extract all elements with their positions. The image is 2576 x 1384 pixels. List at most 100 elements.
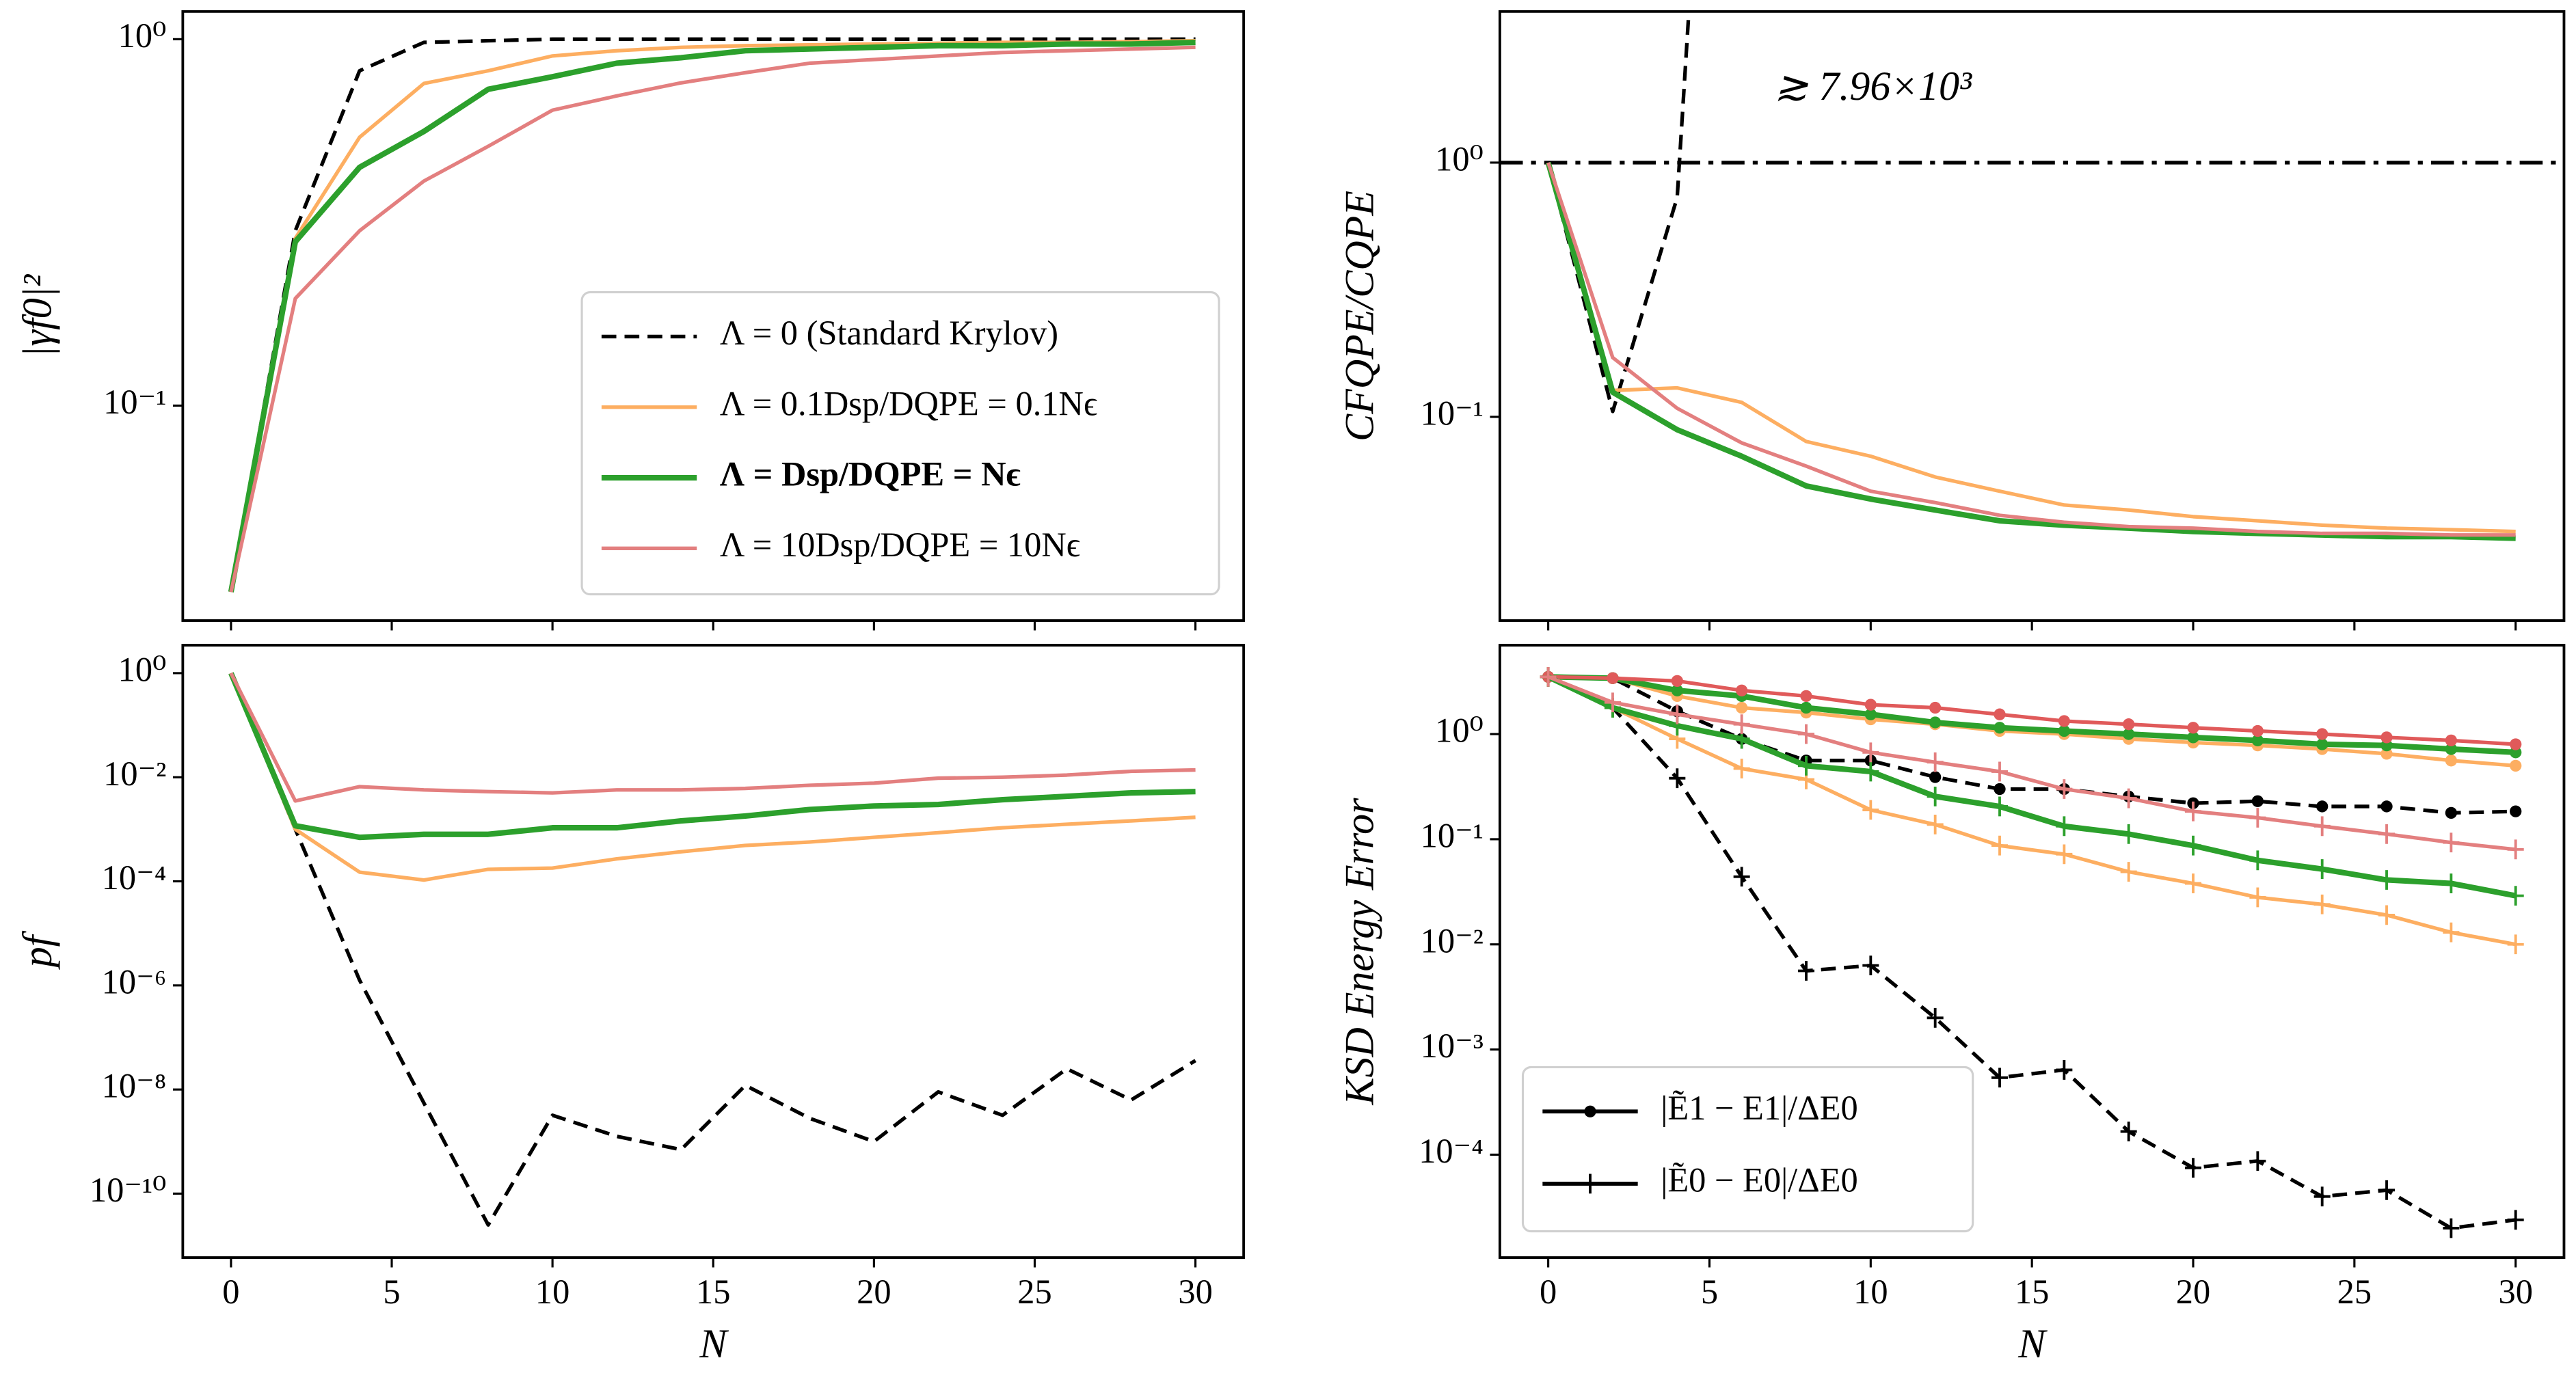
point-marker [2378, 905, 2396, 925]
point-marker [1800, 690, 1812, 703]
point-marker [1927, 786, 1944, 806]
point-marker [1927, 814, 1944, 835]
point-marker [2184, 801, 2202, 822]
legend-box [580, 291, 1220, 596]
y-tick-label: 10⁻¹⁰ [90, 1171, 166, 1209]
axes-frame [1498, 10, 2566, 622]
point-marker [1671, 684, 1683, 696]
x-tick-label: 20 [2176, 1273, 2210, 1311]
point-marker [2056, 844, 2073, 865]
x-tick-label: 15 [696, 1273, 730, 1311]
point-marker [1862, 742, 1879, 763]
x-tick-label: 25 [1017, 1273, 1051, 1311]
point-marker [2316, 738, 2329, 750]
point-marker [2249, 808, 2266, 828]
x-tick-label: 10 [1853, 1273, 1888, 1311]
point-marker [2378, 1180, 2396, 1200]
point-marker [2443, 832, 2460, 853]
legend: Λ = 0 (Standard Krylov) Λ = 0.1Dsp/DQPE =… [580, 291, 1220, 596]
y-tick-label: 10⁻² [1421, 921, 1484, 960]
point-marker [1671, 675, 1683, 687]
data-line [1547, 675, 2517, 947]
y-tick-label: 10⁻⁶ [102, 962, 167, 1001]
x-tick-label: 10 [535, 1273, 569, 1311]
panel: 10⁰ 10⁻² 10⁻⁴ 10⁻⁶ 10⁻⁸ 10⁻¹⁰ 0 5 10 15 20 25 30 Npf [14, 644, 1246, 1366]
data-line [1546, 162, 2516, 537]
plot-area [1499, 11, 2564, 541]
point-marker [1735, 701, 1748, 714]
point-marker [1929, 771, 1942, 783]
point-marker [2249, 1151, 2266, 1171]
data-line [1548, 675, 2516, 768]
point-marker [1800, 701, 1812, 714]
point-marker [1864, 698, 1877, 711]
data-line [1546, 674, 2517, 899]
data-line [229, 672, 1196, 882]
legend-label: |Ẽ0 − E0|/ΔE0 [1661, 1161, 1857, 1199]
panel: 10⁰ 10⁻¹ CFQPE/CQPE ≳ 7.96×10³ [1336, 10, 2566, 631]
legend-label: Λ = 0 (Standard Krylov) [720, 314, 1058, 352]
x-tick-label: 30 [2498, 1273, 2532, 1311]
axes-frame [181, 644, 1246, 1259]
point-marker [2443, 922, 2460, 942]
point-marker [2187, 722, 2199, 734]
data-line [1548, 674, 2516, 755]
data-line [229, 672, 1196, 1227]
point-marker [2120, 824, 2137, 844]
point-marker [2507, 886, 2524, 906]
point-marker [2313, 816, 2331, 837]
y-tick-label: 10⁻⁴ [1419, 1132, 1484, 1170]
point-marker [2510, 759, 2522, 772]
y-tick-label: 10⁰ [118, 16, 167, 55]
point-marker [1733, 759, 1750, 778]
plot-area [228, 672, 1196, 1227]
point-marker [1540, 666, 1557, 687]
point-marker [1994, 783, 2006, 796]
point-marker [2120, 1122, 2137, 1141]
point-marker [1797, 755, 1815, 776]
point-marker [2445, 755, 2458, 767]
y-tick-label: 10⁰ [118, 650, 167, 688]
point-marker [1607, 672, 1619, 684]
x-axis-label: N [699, 1320, 729, 1366]
point-marker [2313, 894, 2331, 914]
point-marker [1862, 761, 1879, 782]
data-line [1547, 675, 2517, 1230]
point-marker [2120, 788, 2137, 809]
x-tick-label: 25 [2337, 1273, 2372, 1311]
y-tick-label: 10⁻³ [1421, 1027, 1484, 1065]
point-marker [1994, 708, 2006, 720]
point-marker [1929, 716, 1942, 729]
data-line [1545, 161, 2516, 541]
point-marker [1862, 955, 1879, 976]
legend-label: |Ẽ1 − E1|/ΔE0 [1661, 1089, 1857, 1127]
point-marker [1927, 1007, 1944, 1028]
y-axis-label: CFQPE/CQPE [1336, 191, 1382, 442]
point-marker [2249, 887, 2266, 908]
plot-area [228, 37, 1196, 593]
point-marker [2056, 816, 2073, 837]
y-tick-label: 10⁻⁴ [102, 858, 167, 897]
x-tick-label: 0 [1540, 1273, 1557, 1311]
point-marker [2507, 1210, 2524, 1230]
data-line [229, 37, 1196, 593]
data-line [1547, 675, 2516, 852]
point-marker [2251, 734, 2264, 747]
point-marker [1991, 1068, 2008, 1088]
y-tick-label: 10⁻¹ [1421, 394, 1484, 432]
axes-frame [1498, 644, 2566, 1259]
point-marker [2316, 800, 2329, 813]
legend-label: Λ = Dsp/DQPE = Nϵ [720, 455, 1021, 493]
point-marker [1864, 708, 1877, 720]
point-marker [2058, 715, 2070, 727]
y-axis-label: KSD Energy Error [1336, 798, 1382, 1106]
point-marker [2380, 800, 2393, 813]
data-line [229, 672, 1196, 803]
point-marker [2251, 724, 2264, 737]
point-marker [2187, 731, 2199, 744]
axes-frame [181, 10, 1246, 622]
y-tick-label: 10⁻¹ [103, 383, 166, 421]
x-axis-label: N [2017, 1320, 2048, 1366]
